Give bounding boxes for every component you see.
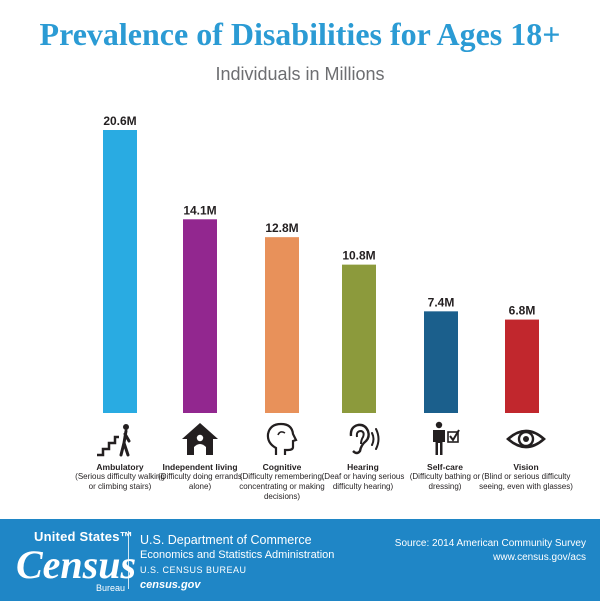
category-label-independent-living: Independent living (Difficulty doing err… bbox=[152, 462, 248, 492]
category-desc: (Deaf or having serious difficulty heari… bbox=[321, 472, 405, 491]
category-name: Vision bbox=[513, 462, 539, 472]
category-desc: (Difficulty bathing or dressing) bbox=[409, 472, 481, 491]
footer-divider bbox=[128, 531, 129, 589]
category-name: Independent living bbox=[162, 462, 238, 472]
category-label-self-care: Self-care (Difficulty bathing or dressin… bbox=[397, 462, 493, 492]
category-desc: (Blind or serious difficulty seeing, eve… bbox=[479, 472, 573, 491]
stairs-walker-icon bbox=[97, 424, 131, 457]
data-label: 20.6M bbox=[103, 114, 136, 128]
data-label: 7.4M bbox=[428, 295, 455, 309]
person-checkbox-icon bbox=[433, 421, 460, 455]
category-label-hearing: Hearing (Deaf or having serious difficul… bbox=[315, 462, 411, 492]
census-logo[interactable]: Census bbox=[16, 542, 137, 587]
data-label: 14.1M bbox=[183, 203, 216, 217]
administration-name: Economics and Statistics Administration bbox=[140, 549, 335, 561]
chart-title: Prevalence of Disabilities for Ages 18+ bbox=[39, 16, 561, 52]
category-label-ambulatory: Ambulatory (Serious difficulty walking o… bbox=[72, 462, 168, 492]
data-label: 12.8M bbox=[265, 221, 298, 235]
source-text: Source: 2014 American Community Survey bbox=[394, 538, 586, 549]
ear-icon bbox=[349, 423, 380, 455]
category-name: Self-care bbox=[427, 462, 463, 472]
bar-cognitive bbox=[265, 237, 299, 413]
source-info: Source: 2014 American Community Survey w… bbox=[395, 537, 586, 565]
department-info: U.S. Department of Commerce Economics an… bbox=[140, 533, 334, 593]
data-label: 6.8M bbox=[509, 304, 536, 318]
category-name: Hearing bbox=[347, 462, 379, 472]
source-link[interactable]: www.census.gov/acs bbox=[493, 552, 586, 563]
census-link[interactable]: census.gov bbox=[140, 579, 201, 591]
category-desc: (Difficulty remembering, concentrating o… bbox=[239, 472, 325, 501]
category-label-vision: Vision (Blind or serious difficulty seei… bbox=[478, 462, 574, 492]
category-name: Ambulatory bbox=[96, 462, 144, 472]
bar-ambulatory bbox=[103, 130, 137, 413]
bar-self-care bbox=[424, 311, 458, 413]
data-label: 10.8M bbox=[342, 249, 375, 263]
eye-icon bbox=[506, 429, 546, 449]
house-person-icon bbox=[182, 423, 218, 455]
head-profile-icon bbox=[266, 422, 298, 455]
chart-subtitle: Individuals in Millions bbox=[215, 64, 385, 84]
category-label-cognitive: Cognitive (Difficulty remembering, conce… bbox=[234, 462, 330, 502]
census-logo-bottom: Bureau bbox=[96, 583, 126, 593]
bar-hearing bbox=[342, 264, 376, 413]
bureau-name: U.S. CENSUS BUREAU bbox=[140, 565, 247, 575]
bar-chart: 20.6M 14.1M 12.8M 10.8M 7.4M 6.8M bbox=[103, 114, 539, 413]
department-name: U.S. Department of Commerce bbox=[140, 533, 312, 547]
footer: United States™ Census Bureau U.S. Depart… bbox=[0, 519, 600, 601]
bar-independent-living bbox=[183, 219, 217, 413]
category-name: Cognitive bbox=[262, 462, 302, 472]
census-logo-top: United States™ bbox=[34, 529, 133, 544]
category-desc: (Difficulty doing errands alone) bbox=[158, 472, 242, 491]
bar-vision bbox=[505, 319, 539, 413]
category-desc: (Serious difficulty walking or climbing … bbox=[75, 472, 165, 491]
